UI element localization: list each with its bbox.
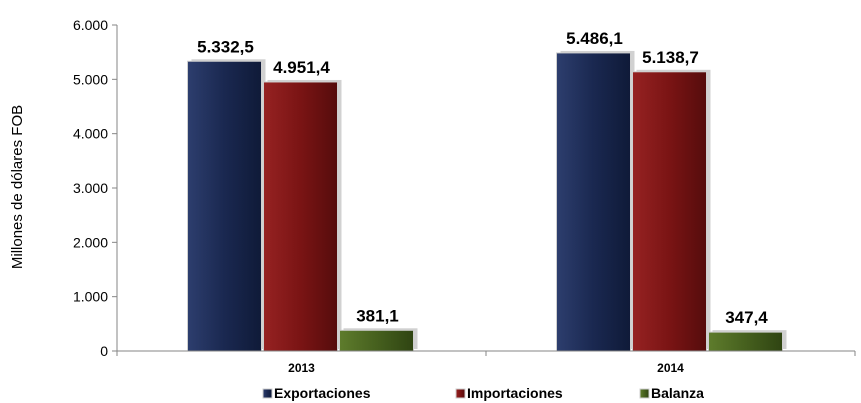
bar [263,81,338,352]
x-category-label: 2013 [288,361,315,375]
y-tick-label: 6.000 [73,17,108,33]
bar-data-label: 347,4 [725,308,768,327]
x-axis: 2013 2014 [116,350,856,375]
bar [339,329,414,352]
bar-data-label: 4.951,4 [273,58,330,77]
legend-swatch [262,388,273,399]
bar-data-label: 5.486,1 [566,29,623,48]
y-tick-label: 1.000 [73,289,108,305]
bar-data-label: 381,1 [356,306,399,325]
y-tick-label: 0 [100,343,108,359]
bar [632,71,707,352]
y-tick-label: 3.000 [73,180,108,196]
bar [708,331,783,352]
y-tick-label: 4.000 [73,126,108,142]
bar-data-label: 5.332,5 [197,37,254,56]
y-tick-label: 2.000 [73,234,108,250]
y-tick-label: 5.000 [73,71,108,87]
legend-label: Balanza [651,385,704,401]
legend-label: Importaciones [467,385,563,401]
legend-swatch [455,388,466,399]
bar [556,52,631,352]
y-axis: 0 1.000 2.000 3.000 4.000 5.000 6.000 [73,17,118,359]
y-axis-title: Millones de dólares FOB [9,105,26,269]
bar [187,60,262,352]
legend-label: Exportaciones [274,385,371,401]
bar-data-label: 5.138,7 [642,48,699,67]
bars: 5.332,5 4.951,4 381,1 5.486,1 5.138,7 347,4 [187,29,787,352]
x-category-label: 2014 [657,361,684,375]
legend-swatch [639,388,650,399]
legend: Exportaciones Importaciones Balanza [262,385,704,401]
